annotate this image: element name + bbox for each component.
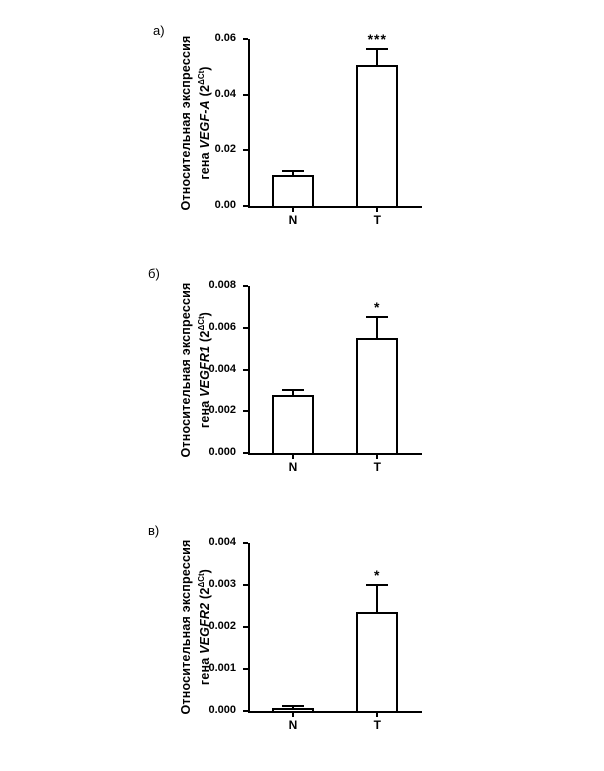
significance-stars: * <box>374 299 381 316</box>
y-axis-tick-label: 0.003 <box>208 578 236 590</box>
y-axis-tick-label: 0.002 <box>208 404 236 417</box>
y-axis-tick <box>243 710 248 712</box>
x-axis-tick <box>376 713 379 717</box>
y-axis-tick <box>243 149 248 152</box>
y-axis-tick <box>243 285 248 287</box>
y-axis-tick <box>243 38 248 40</box>
gene-name-vegfa: VEGF-A <box>198 99 213 149</box>
bar-T <box>356 65 399 208</box>
error-bar-stem <box>376 585 379 613</box>
plot-area-vegfr2: 0.000 0.001 0.002 0.003 0.004 N T * <box>208 536 422 732</box>
significance-stars: *** <box>367 30 387 47</box>
y-axis-tick-label: 0.06 <box>214 32 236 44</box>
y-axis-tick <box>243 326 248 329</box>
y-axis-label-line1: Относительная экспрессия <box>179 34 193 211</box>
panel-label-b: б) <box>148 266 160 281</box>
error-bar-cap <box>366 47 389 50</box>
error-bar-stem <box>292 389 294 395</box>
bar-N <box>272 394 314 455</box>
y-axis-label-superscript: ΔCt <box>197 70 206 85</box>
y-axis-tick <box>243 368 248 371</box>
bar-N <box>272 707 314 713</box>
y-axis-label-close: ) <box>198 568 213 574</box>
y-axis-tick <box>243 542 248 544</box>
plot-area-vegfr1: 0.000 0.002 0.004 0.006 0.008 N T * <box>208 279 422 474</box>
y-axis-tick <box>243 626 248 628</box>
y-axis-label-close: ) <box>198 311 213 316</box>
y-axis-tick <box>243 93 248 96</box>
y-axis-tick-label: 0.002 <box>208 620 236 632</box>
x-category-label: N <box>288 460 298 474</box>
y-axis-tick-label: 0.008 <box>208 279 236 291</box>
y-axis-label-close: ) <box>198 65 213 71</box>
panel-label-a: а) <box>153 23 165 38</box>
x-category-label: T <box>373 460 381 474</box>
x-axis-tick <box>376 208 379 212</box>
x-axis-tick <box>376 455 379 459</box>
plot-area-vegfa: 0.00 0.02 0.04 0.06 N T *** <box>215 32 422 227</box>
x-axis-tick <box>292 208 294 212</box>
y-axis-tick <box>243 452 248 454</box>
x-category-label: N <box>288 718 298 732</box>
error-bar-stem <box>376 48 379 66</box>
error-bar-stem <box>292 171 294 175</box>
y-axis-tick <box>243 410 248 413</box>
y-axis-tick-label: 0.02 <box>214 143 236 156</box>
y-axis-tick-label: 0.000 <box>208 704 236 716</box>
error-bar-cap <box>366 316 389 319</box>
y-axis-tick-label: 0.006 <box>208 320 236 333</box>
y-axis-tick <box>243 584 248 586</box>
x-category-label: T <box>373 213 381 227</box>
x-axis-tick <box>292 455 294 459</box>
significance-stars: * <box>374 567 381 583</box>
x-axis-tick <box>292 713 294 717</box>
error-bar-cap <box>282 388 304 391</box>
error-bar-stem <box>376 317 379 339</box>
y-axis-tick <box>243 205 248 207</box>
bar-T <box>356 612 399 713</box>
bar-T <box>356 338 399 455</box>
y-axis-tick-label: 0.000 <box>208 446 236 458</box>
error-bar-cap <box>282 170 304 173</box>
panel-label-v: в) <box>148 523 160 538</box>
y-axis-tick-label: 0.004 <box>208 362 236 375</box>
error-bar-cap <box>282 705 304 708</box>
y-axis-tick <box>243 668 248 670</box>
bar-N <box>272 174 314 208</box>
y-axis-tick-label: 0.04 <box>214 87 236 100</box>
y-axis-tick-label: 0.00 <box>214 199 236 211</box>
y-axis-tick-label: 0.004 <box>208 536 236 548</box>
error-bar-cap <box>366 584 389 586</box>
y-axis-tick-label: 0.001 <box>208 662 236 674</box>
x-category-label: T <box>373 718 381 732</box>
x-category-label: N <box>288 213 298 227</box>
